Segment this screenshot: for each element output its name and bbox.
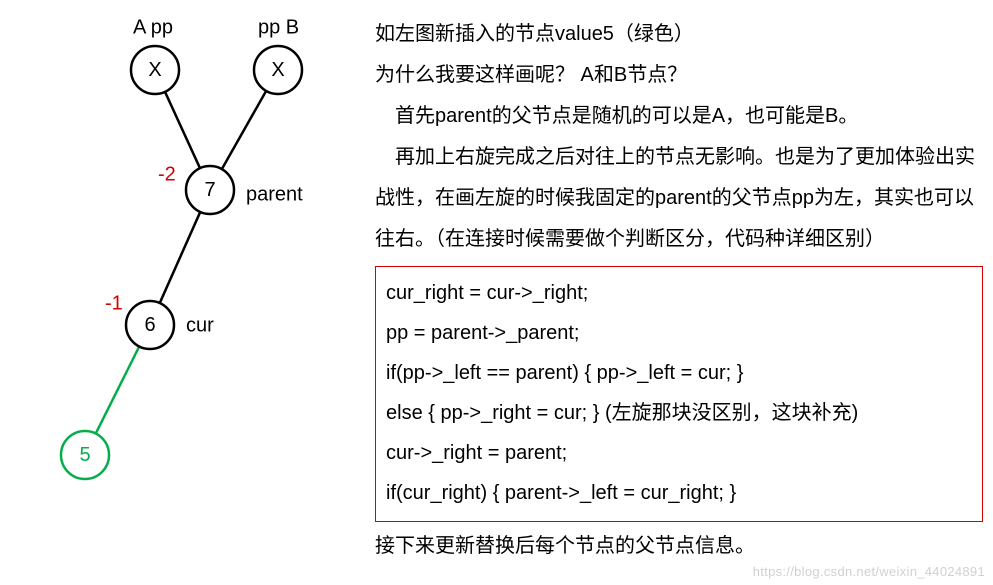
code-line: if(pp->_left == parent) { pp->_left = cu…: [386, 353, 972, 393]
tree-node-label: 6: [144, 314, 155, 336]
para-4: 再加上右旋完成之后对往上的节点无影响。也是为了更加体验出实战性，在画左旋的时候我…: [375, 137, 983, 260]
watermark: https://blog.csdn.net/weixin_44024891: [753, 564, 985, 579]
annotation-label: parent: [246, 183, 303, 205]
tree-edge: [222, 91, 266, 169]
code-line: pp = parent->_parent;: [386, 313, 972, 353]
para-2: 为什么我要这样画呢？ A和B节点？: [375, 55, 983, 96]
tree-edge: [96, 346, 140, 433]
annotation-label: A pp: [133, 16, 173, 38]
tree-node-label: 5: [79, 444, 90, 466]
tree-node-label: X: [148, 59, 161, 81]
para-5: 接下来更新替换后每个节点的父节点信息。: [375, 526, 983, 567]
tree-edge: [160, 212, 201, 303]
tree-node-label: 7: [204, 179, 215, 201]
annotation-label: -1: [105, 292, 123, 314]
explanation-text: 如左图新插入的节点value5（绿色） 为什么我要这样画呢？ A和B节点？ 首先…: [375, 14, 983, 567]
para-3: 首先parent的父节点是随机的可以是A，也可能是B。: [375, 96, 983, 137]
code-line: cur_right = cur->_right;: [386, 273, 972, 313]
code-line: if(cur_right) { parent->_left = cur_righ…: [386, 473, 972, 513]
para-1: 如左图新插入的节点value5（绿色）: [375, 14, 983, 55]
code-line: cur->_right = parent;: [386, 433, 972, 473]
annotation-label: cur: [186, 314, 214, 336]
annotation-label: -2: [158, 163, 176, 185]
code-line: else { pp->_right = cur; } (左旋那块没区别，这块补充…: [386, 393, 972, 433]
annotation-label: pp B: [258, 16, 299, 38]
code-snippet-box: cur_right = cur->_right; pp = parent->_p…: [375, 266, 983, 522]
tree-edge: [165, 92, 200, 168]
tree-diagram: X X 7 6 5 A pp pp B -2 parent -1 cur: [0, 0, 370, 560]
tree-node-label: X: [271, 59, 284, 81]
